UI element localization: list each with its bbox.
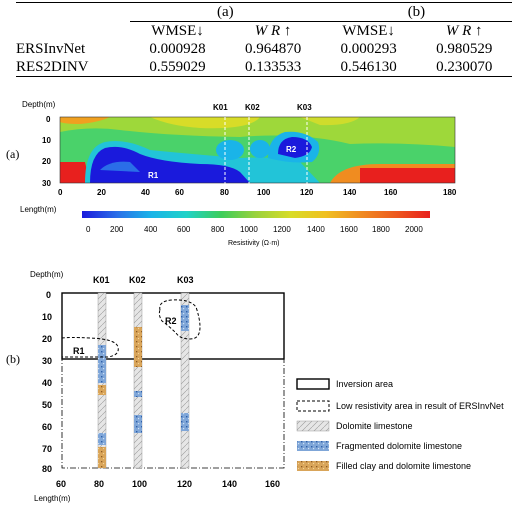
- table-cell: 0.000293: [340, 41, 397, 57]
- length-tick: 120: [177, 479, 192, 489]
- borehole-label-k02: K02: [245, 103, 260, 112]
- length-tick: 20: [97, 188, 106, 197]
- borehole-k01: [97, 292, 107, 469]
- col-wmse-a: WMSE↓: [151, 23, 204, 39]
- length-tick: 120: [300, 188, 314, 197]
- length-tick: 140: [222, 479, 237, 489]
- region-label-r2: R2: [286, 145, 297, 154]
- depth-tick: 50: [42, 400, 52, 410]
- colorbar-tick: 2000: [405, 225, 423, 234]
- results-table: (a) (b) WMSE↓ W R ↑ WMSE↓ W R ↑ ERSInvNe…: [16, 2, 512, 77]
- colorbar-tick: 800: [211, 225, 225, 234]
- borehole-label-k01: K01: [93, 275, 110, 285]
- legend-item-label: Dolomite limestone: [336, 421, 413, 431]
- colorbar-tick: 400: [144, 225, 158, 234]
- borehole-label-k01: K01: [213, 103, 228, 112]
- length-tick: 60: [175, 188, 184, 197]
- resistivity-section: [60, 117, 455, 183]
- group-a-header: (a): [129, 2, 321, 22]
- depth-tick: 40: [42, 378, 52, 388]
- depth-axis-label: Depth(m): [22, 100, 56, 109]
- legend-item-label: Inversion area: [336, 379, 393, 389]
- depth-tick: 10: [42, 312, 52, 322]
- length-tick: 100: [257, 188, 271, 197]
- borehole-k03: [180, 292, 190, 469]
- borehole-geology-figure: Depth(m) R1 R2 K01 K02 K03 0 10 20 30 40…: [30, 270, 504, 503]
- borehole-label-k03: K03: [297, 103, 312, 112]
- low-resistivity-area-r1: [61, 337, 119, 358]
- inversion-area: [61, 292, 285, 360]
- legend-item-label: Fragmented dolomite limestone: [336, 441, 462, 451]
- legend: Inversion area Low resistivity area in r…: [296, 378, 504, 471]
- method-name: ERSInvNet: [16, 41, 86, 57]
- region-label-r2: R2: [165, 316, 177, 326]
- colorbar-tick: 1800: [372, 225, 390, 234]
- depth-axis-label: Depth(m): [30, 270, 64, 279]
- colorbar-tick: 1400: [307, 225, 325, 234]
- group-b-header: (b): [320, 2, 512, 22]
- length-tick: 60: [56, 479, 66, 489]
- depth-tick: 30: [42, 179, 51, 188]
- table-cell: 0.230070: [416, 58, 512, 77]
- results-table-container: (a) (b) WMSE↓ W R ↑ WMSE↓ W R ↑ ERSInvNe…: [16, 2, 512, 77]
- colorbar-tick: 1200: [273, 225, 291, 234]
- table-cell: 0.000928: [149, 41, 206, 57]
- panel-a-label: (a): [6, 147, 20, 161]
- table-row: ERSInvNet 0.000928 0.964870 0.000293 0.9…: [16, 40, 512, 58]
- length-tick: 100: [132, 479, 147, 489]
- depth-tick: 20: [42, 157, 51, 166]
- colorbar-tick: 1000: [240, 225, 258, 234]
- colorbar-label: Resistivity (Ω·m): [228, 240, 280, 247]
- length-tick: 160: [384, 188, 398, 197]
- table-cell: 0.964870: [244, 41, 302, 57]
- panel-b-label: (b): [6, 352, 20, 366]
- region-label-r1: R1: [73, 346, 85, 356]
- length-tick: 160: [265, 479, 280, 489]
- colorbar-tick: 1600: [340, 225, 358, 234]
- table-cell: 0.133533: [225, 58, 321, 77]
- length-tick: 80: [94, 479, 104, 489]
- depth-tick: 0: [46, 290, 51, 300]
- depth-tick: 10: [42, 136, 51, 145]
- borehole-label-k03: K03: [177, 275, 194, 285]
- col-wmse-b: WMSE↓: [342, 23, 395, 39]
- col-wr-b: W R ↑: [445, 23, 483, 39]
- resistivity-section-figure: Depth(m) K01 K02 K03 R1 R2 0 10 20: [20, 100, 457, 247]
- length-tick: 180: [443, 188, 457, 197]
- region-label-r1: R1: [148, 171, 159, 180]
- table-cell: 0.559029: [129, 58, 226, 77]
- table-cell: 0.980529: [436, 41, 493, 57]
- low-resistivity-area-r2: [158, 299, 201, 340]
- borehole-k02: [133, 292, 143, 469]
- depth-tick: 30: [42, 356, 52, 366]
- colorbar-tick: 200: [110, 225, 124, 234]
- colorbar: [82, 211, 430, 218]
- length-tick: 140: [343, 188, 357, 197]
- legend-item-label: Low resistivity area in result of ERSInv…: [336, 401, 504, 411]
- depth-tick: 60: [42, 422, 52, 432]
- method-name: RES2DINV: [16, 58, 130, 77]
- colorbar-tick: 600: [177, 225, 191, 234]
- legend-item-label: Filled clay and dolomite limestone: [336, 461, 471, 471]
- length-tick: 80: [220, 188, 229, 197]
- colorbar-ticks: 0 200 400 600 800 1000 1200 1400 1600 18…: [86, 225, 423, 234]
- length-axis-label: Length(m): [20, 205, 57, 214]
- table-cell: 0.546130: [320, 58, 417, 77]
- borehole-label-k02: K02: [129, 275, 146, 285]
- length-tick: 40: [141, 188, 150, 197]
- depth-tick: 20: [42, 334, 52, 344]
- colorbar-tick: 0: [86, 225, 91, 234]
- depth-tick: 0: [46, 115, 51, 124]
- table-row: RES2DINV 0.559029 0.133533 0.546130 0.23…: [16, 58, 512, 77]
- col-wr-a: W R ↑: [254, 23, 292, 39]
- length-axis-label: Length(m): [34, 494, 71, 503]
- depth-tick: 80: [42, 464, 52, 474]
- depth-tick: 70: [42, 444, 52, 454]
- length-tick: 0: [58, 188, 63, 197]
